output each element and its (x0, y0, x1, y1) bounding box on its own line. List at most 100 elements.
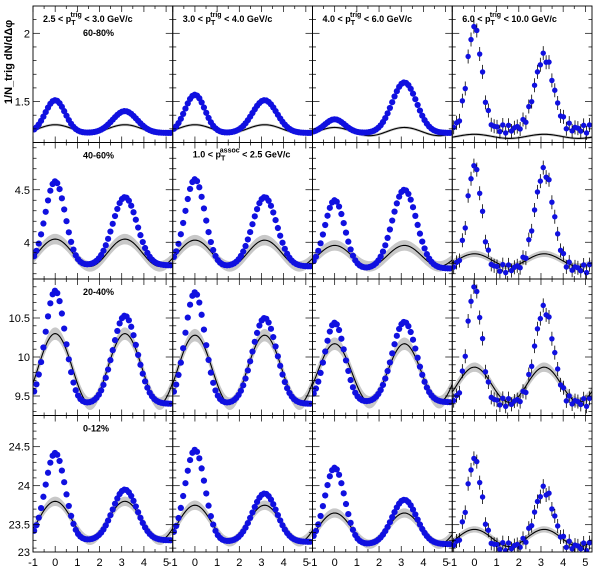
data-point (186, 301, 194, 308)
data-point (474, 27, 480, 34)
data-point (182, 329, 189, 336)
data-point (391, 508, 398, 516)
data-point (61, 479, 68, 486)
data-point (546, 176, 552, 183)
data-point (502, 547, 509, 552)
data-series (33, 449, 173, 544)
data-point (175, 514, 182, 522)
data-point (560, 533, 567, 540)
data-point (566, 120, 572, 126)
data-point (256, 322, 263, 329)
data-point (272, 506, 279, 513)
data-point (130, 497, 137, 504)
panel-r3-c2 (312, 415, 453, 553)
data-point (560, 114, 567, 120)
data-point (569, 545, 575, 552)
data-point (462, 225, 468, 231)
data-point (240, 382, 247, 389)
data-point (265, 197, 272, 204)
data-point (494, 541, 500, 548)
column-label: 3.0 < pTtrig < 4.0 GeV/c (183, 12, 273, 27)
column-label: 4.0 < pTtrig < 6.0 GeV/c (323, 12, 413, 27)
data-point (505, 540, 512, 546)
panel-plot-area (172, 289, 313, 411)
data-point (200, 477, 208, 484)
data-point (249, 221, 256, 228)
data-point (386, 104, 394, 112)
data-point (540, 302, 546, 309)
panel-plot-area (172, 176, 313, 272)
data-point (586, 261, 592, 268)
x-tick-label: 5 (443, 557, 449, 569)
data-point (242, 242, 249, 250)
data-point (537, 178, 544, 184)
data-point (409, 204, 417, 211)
data-point (456, 118, 463, 124)
data-point (497, 402, 503, 408)
data-point (386, 226, 394, 233)
data-point (312, 527, 320, 535)
data-point (566, 393, 572, 399)
data-point (68, 512, 75, 519)
data-point (482, 239, 489, 245)
data-point (563, 544, 570, 551)
x-tick-label: -1 (447, 557, 457, 569)
data-point (180, 345, 187, 352)
data-point (465, 481, 471, 487)
data-point (72, 387, 79, 394)
data-point (135, 224, 142, 231)
x-tick-label: 0 (52, 557, 58, 569)
data-series (312, 318, 453, 406)
data-point (476, 479, 483, 486)
data-point (476, 314, 483, 321)
data-series (312, 186, 453, 272)
data-point (578, 128, 584, 134)
data-point (549, 77, 555, 84)
data-point (384, 367, 391, 375)
panel-r2-c3 (451, 278, 593, 416)
data-point (167, 262, 173, 269)
data-point (338, 210, 345, 218)
x-tick-label: -1 (168, 557, 178, 569)
data-point (210, 379, 217, 386)
data-point (563, 264, 570, 270)
data-point (500, 122, 506, 128)
data-point (47, 300, 54, 307)
data-point (274, 353, 281, 360)
data-point (382, 375, 389, 382)
data-point (58, 467, 65, 474)
data-series (452, 451, 592, 552)
data-point (203, 490, 210, 497)
x-tick-label: 3 (258, 557, 264, 569)
data-point (389, 350, 396, 357)
data-point (139, 238, 146, 246)
data-point (482, 99, 489, 106)
y-tick-label: 24 (18, 481, 30, 493)
data-point (502, 130, 509, 136)
data-point (386, 359, 394, 366)
data-point (465, 193, 471, 199)
data-point (65, 356, 72, 363)
data-point (272, 343, 279, 350)
data-point (186, 185, 194, 193)
data-point (333, 198, 340, 205)
x-tick-label: 3 (119, 557, 125, 569)
centrality-label: 60-80% (83, 28, 114, 38)
data-point (180, 110, 187, 118)
panel-r0-c3: 6.0 < pTtrig < 10.0 GeV/c (451, 5, 593, 143)
data-series (172, 289, 313, 407)
data-point (322, 348, 329, 355)
data-point (479, 208, 486, 215)
data-point (531, 207, 538, 213)
data-point (505, 395, 512, 402)
data-point (554, 523, 561, 529)
data-point (583, 403, 590, 410)
data-point (474, 288, 480, 295)
data-point (107, 512, 114, 519)
data-point (70, 520, 77, 527)
x-tick-label: 0 (192, 557, 198, 569)
data-point (125, 317, 132, 324)
panel-frame (451, 415, 593, 553)
panel-r1-c2 (312, 142, 453, 280)
data-point (389, 99, 396, 106)
